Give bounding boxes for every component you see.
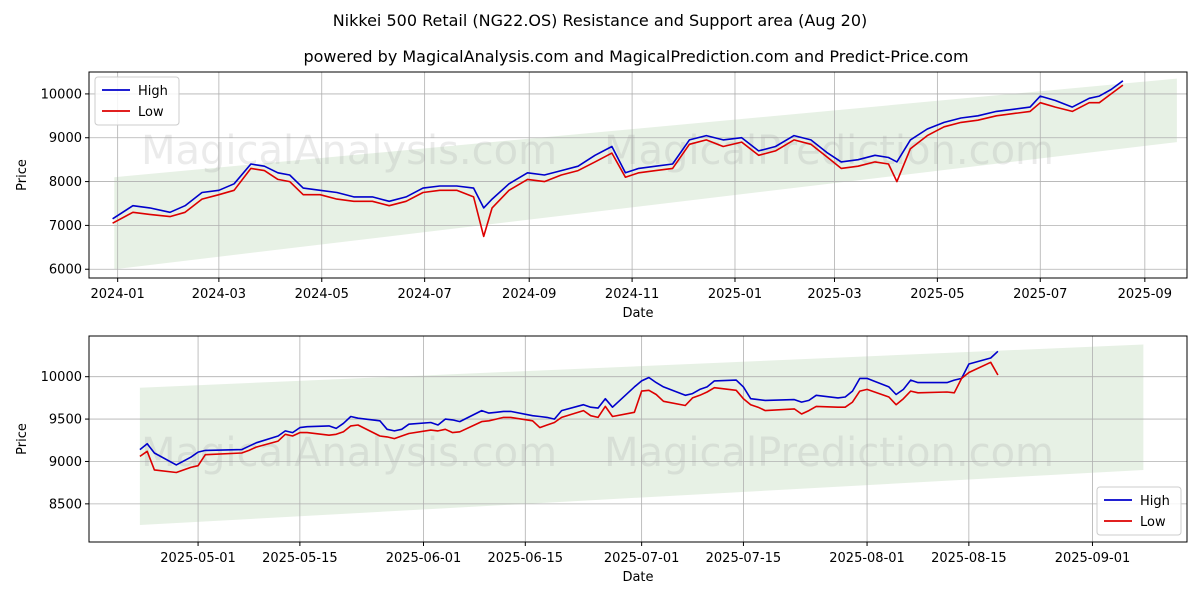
legend-label-high: High <box>1140 494 1170 509</box>
y-tick-label: 7000 <box>49 219 82 234</box>
legend-box <box>1096 486 1182 536</box>
y-tick-label: 9500 <box>49 413 82 428</box>
x-tick-label: 2025-08-01 <box>829 551 905 566</box>
watermark-prediction: MagicalPrediction.com <box>604 430 1054 476</box>
x-tick-label: 2025-05 <box>910 287 964 302</box>
x-tick-label: 2025-07-15 <box>706 551 782 566</box>
x-axis-label: Date <box>622 570 653 585</box>
watermark-analysis: MagicalAnalysis.com <box>141 128 557 174</box>
series-line-low <box>112 84 1124 238</box>
y-axis-label: Price <box>15 159 30 191</box>
y-tick-label: 9000 <box>49 131 82 146</box>
legend-label-low: Low <box>138 105 164 120</box>
x-tick-label: 2025-05-01 <box>160 551 236 566</box>
y-axis-label: Price <box>15 423 30 455</box>
x-tick-label: 2025-01 <box>708 287 762 302</box>
x-tick-label: 2024-07 <box>397 287 451 302</box>
y-tick-label: 6000 <box>49 263 82 278</box>
x-tick-label: 2024-11 <box>605 287 659 302</box>
series-line-high <box>112 80 1124 220</box>
x-tick-label: 2025-06-01 <box>386 551 462 566</box>
x-tick-label: 2024-03 <box>192 287 246 302</box>
x-tick-label: 2025-03 <box>807 287 861 302</box>
watermark-prediction: MagicalPrediction.com <box>604 128 1054 174</box>
x-tick-label: 2025-07-01 <box>604 551 680 566</box>
plot-frame <box>88 335 1188 543</box>
legend: High Low <box>94 76 180 126</box>
chart-panel-2: MagicalAnalysis.com MagicalPrediction.com… <box>15 335 1188 585</box>
legend-box <box>94 76 180 126</box>
series-line-low <box>139 361 999 474</box>
x-tick-label: 2024-09 <box>502 287 556 302</box>
chart-title: Nikkei 500 Retail (NG22.OS) Resistance a… <box>333 11 868 30</box>
x-tick-label: 2025-08-15 <box>931 551 1007 566</box>
x-tick-label: 2025-09-01 <box>1055 551 1131 566</box>
series-line-high <box>139 350 999 466</box>
legend-label-low: Low <box>1140 515 1166 530</box>
y-tick-label: 10000 <box>41 87 82 102</box>
y-tick-label: 10000 <box>41 370 82 385</box>
resistance-support-band <box>114 78 1177 270</box>
chart-subtitle: powered by MagicalAnalysis.com and Magic… <box>303 47 968 66</box>
x-tick-label: 2025-06-15 <box>488 551 564 566</box>
x-tick-label: 2025-09 <box>1118 287 1172 302</box>
y-tick-label: 8000 <box>49 175 82 190</box>
x-tick-label: 2025-07 <box>1013 287 1067 302</box>
plot-frame <box>88 71 1188 279</box>
x-axis-label: Date <box>622 306 653 321</box>
watermark-analysis: MagicalAnalysis.com <box>141 430 557 476</box>
x-tick-label: 2024-01 <box>91 287 145 302</box>
x-tick-label: 2025-05-15 <box>262 551 338 566</box>
y-tick-label: 8500 <box>49 497 82 512</box>
chart-panel-1: MagicalAnalysis.com MagicalPrediction.com… <box>15 71 1188 321</box>
legend: High Low <box>1096 486 1182 536</box>
y-tick-label: 9000 <box>49 455 82 470</box>
legend-label-high: High <box>138 84 168 99</box>
x-tick-label: 2024-05 <box>295 287 349 302</box>
